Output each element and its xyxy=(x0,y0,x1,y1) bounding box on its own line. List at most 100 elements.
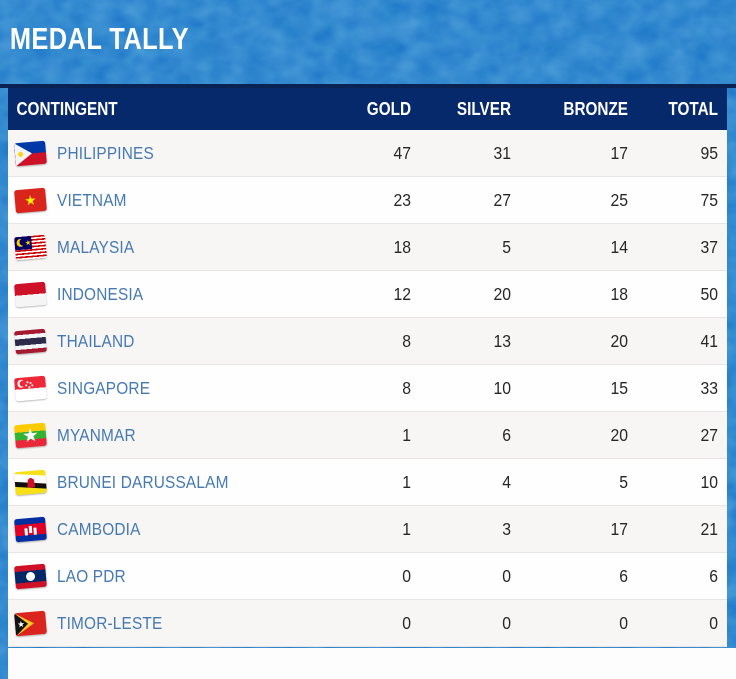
contingent-cell: PHILIPPINES xyxy=(8,140,299,166)
country-link-brunei-darussalam[interactable]: BRUNEI DARUSSALAM xyxy=(57,471,229,492)
gold-value: 47 xyxy=(393,142,411,163)
gold-value: 1 xyxy=(402,518,411,539)
total-value: 37 xyxy=(700,236,718,257)
header-divider xyxy=(0,84,736,88)
gold-value: 8 xyxy=(402,330,411,351)
country-link-lao-pdr[interactable]: LAO PDR xyxy=(57,565,126,586)
bronze-value: 20 xyxy=(610,424,628,445)
table-row-thailand: THAILAND 8 13 20 41 xyxy=(8,318,727,365)
gold-value: 23 xyxy=(393,189,411,210)
bronze-value: 25 xyxy=(610,189,628,210)
silver-value: 0 xyxy=(502,612,511,633)
silver-value: 13 xyxy=(493,330,511,351)
table-row-lao-pdr: LAO PDR 0 0 6 6 xyxy=(8,553,727,600)
column-header-contingent: CONTINGENT xyxy=(16,98,118,119)
total-value: 6 xyxy=(709,565,718,586)
total-value: 41 xyxy=(700,330,718,351)
country-link-thailand[interactable]: THAILAND xyxy=(57,330,135,351)
total-value: 10 xyxy=(700,471,718,492)
bronze-value: 0 xyxy=(619,612,628,633)
silver-value: 5 xyxy=(502,236,511,257)
country-link-timor-leste[interactable]: TIMOR-LESTE xyxy=(57,612,163,633)
contingent-cell: INDONESIA xyxy=(8,281,299,307)
singapore-flag-icon xyxy=(14,375,47,401)
country-link-vietnam[interactable]: VIETNAM xyxy=(57,189,127,210)
contingent-cell: SINGAPORE xyxy=(8,375,299,401)
table-row-indonesia: INDONESIA 12 20 18 50 xyxy=(8,271,727,318)
gold-value: 1 xyxy=(402,424,411,445)
contingent-cell: MALAYSIA xyxy=(8,234,299,260)
lao-pdr-flag-icon xyxy=(14,563,47,589)
silver-value: 6 xyxy=(502,424,511,445)
total-value: 50 xyxy=(700,283,718,304)
contingent-cell: MYANMAR xyxy=(8,422,299,448)
bronze-value: 18 xyxy=(610,283,628,304)
total-value: 75 xyxy=(700,189,718,210)
country-link-cambodia[interactable]: CAMBODIA xyxy=(57,518,141,539)
gold-value: 0 xyxy=(402,612,411,633)
gold-value: 1 xyxy=(402,471,411,492)
contingent-cell: THAILAND xyxy=(8,328,299,354)
table-row-singapore: SINGAPORE 8 10 15 33 xyxy=(8,365,727,412)
brunei-darussalam-flag-icon xyxy=(14,469,47,495)
cambodia-flag-icon xyxy=(14,516,47,542)
myanmar-flag-icon xyxy=(14,422,47,448)
table-row-malaysia: MALAYSIA 18 5 14 37 xyxy=(8,224,727,271)
table-row-vietnam: VIETNAM 23 27 25 75 xyxy=(8,177,727,224)
table-row-myanmar: MYANMAR 1 6 20 27 xyxy=(8,412,727,459)
country-link-indonesia[interactable]: INDONESIA xyxy=(57,283,144,304)
medal-tally-table: CONTINGENT GOLD SILVER BRONZE TOTAL PHIL… xyxy=(8,88,727,647)
country-link-malaysia[interactable]: MALAYSIA xyxy=(57,236,135,257)
country-link-singapore[interactable]: SINGAPORE xyxy=(57,377,151,398)
gold-value: 12 xyxy=(393,283,411,304)
silver-value: 10 xyxy=(493,377,511,398)
contingent-cell: VIETNAM xyxy=(8,187,299,213)
total-value: 21 xyxy=(700,518,718,539)
column-header-bronze: BRONZE xyxy=(563,98,628,119)
malaysia-flag-icon xyxy=(14,234,47,260)
column-header-silver: SILVER xyxy=(456,98,511,119)
vietnam-flag-icon xyxy=(14,187,47,213)
table-body: PHILIPPINES 47 31 17 95 VIETNAM 23 27 25… xyxy=(8,130,727,647)
silver-value: 27 xyxy=(493,189,511,210)
silver-value: 31 xyxy=(493,142,511,163)
total-value: 0 xyxy=(709,612,718,633)
thailand-flag-icon xyxy=(14,328,47,354)
silver-value: 0 xyxy=(502,565,511,586)
bronze-value: 5 xyxy=(619,471,628,492)
bronze-value: 20 xyxy=(610,330,628,351)
table-row-timor-leste: TIMOR-LESTE 0 0 0 0 xyxy=(8,600,727,647)
gold-value: 18 xyxy=(393,236,411,257)
bronze-value: 15 xyxy=(610,377,628,398)
bronze-value: 14 xyxy=(610,236,628,257)
total-value: 33 xyxy=(700,377,718,398)
contingent-cell: CAMBODIA xyxy=(8,516,299,542)
contingent-cell: LAO PDR xyxy=(8,563,299,589)
bronze-value: 17 xyxy=(610,142,628,163)
table-row-cambodia: CAMBODIA 1 3 17 21 xyxy=(8,506,727,553)
silver-value: 20 xyxy=(493,283,511,304)
footer-whitespace xyxy=(8,648,736,679)
bronze-value: 17 xyxy=(610,518,628,539)
total-value: 95 xyxy=(700,142,718,163)
column-header-total: TOTAL xyxy=(668,98,718,119)
contingent-cell: TIMOR-LESTE xyxy=(8,610,299,636)
silver-value: 4 xyxy=(502,471,511,492)
indonesia-flag-icon xyxy=(14,281,47,307)
philippines-flag-icon xyxy=(14,140,47,166)
page-title: MEDAL TALLY xyxy=(9,21,190,56)
timor-leste-flag-icon xyxy=(14,610,47,636)
country-link-myanmar[interactable]: MYANMAR xyxy=(57,424,136,445)
medal-tally-header: MEDAL TALLY xyxy=(0,0,736,84)
bronze-value: 6 xyxy=(619,565,628,586)
column-header-gold: GOLD xyxy=(366,98,411,119)
total-value: 27 xyxy=(700,424,718,445)
country-link-philippines[interactable]: PHILIPPINES xyxy=(57,142,154,163)
table-row-philippines: PHILIPPINES 47 31 17 95 xyxy=(8,130,727,177)
silver-value: 3 xyxy=(502,518,511,539)
table-row-brunei-darussalam: BRUNEI DARUSSALAM 1 4 5 10 xyxy=(8,459,727,506)
gold-value: 8 xyxy=(402,377,411,398)
contingent-cell: BRUNEI DARUSSALAM xyxy=(8,469,299,495)
table-header-row: CONTINGENT GOLD SILVER BRONZE TOTAL xyxy=(8,88,727,130)
